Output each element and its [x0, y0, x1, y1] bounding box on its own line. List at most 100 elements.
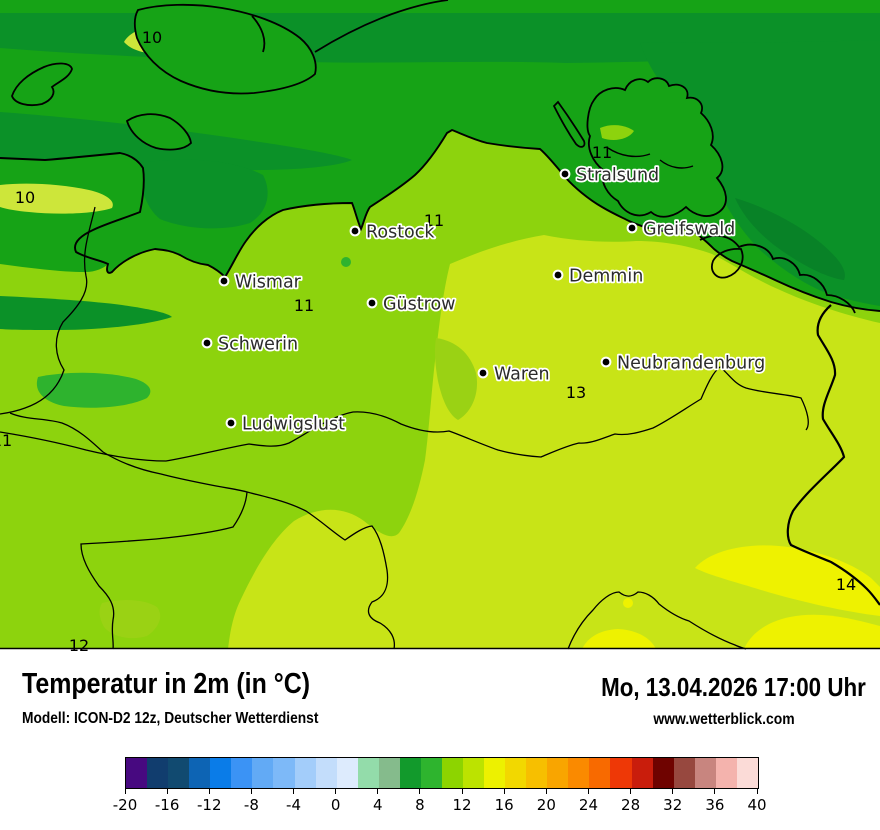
- color-scale-segment: [126, 758, 148, 788]
- city-label: Demmin: [569, 267, 643, 287]
- color-scale-segment: [631, 758, 653, 788]
- map-canvas: 10 11 10 11 11 13 11 14 12 Stralsund Greifswald Ro…: [0, 0, 880, 655]
- island-ruegen: [586, 77, 727, 218]
- island-big-north: [133, 3, 317, 95]
- temperature-map: 10 11 10 11 11 13 11 14 12 Stralsund Greifswald Ro…: [0, 0, 880, 655]
- city-dot: [628, 224, 636, 232]
- city-dot: [351, 227, 359, 235]
- coastline: [0, 128, 880, 312]
- axis-tick-label: 40: [747, 796, 767, 814]
- axis-tick: [587, 789, 589, 794]
- axis-tick: [714, 789, 716, 794]
- border-west: [0, 206, 96, 415]
- color-scale-segment: [147, 758, 169, 788]
- website-label: www.wetterblick.com: [653, 711, 795, 728]
- color-scale-segment: [168, 758, 190, 788]
- city-marker-demmin: Demmin: [552, 265, 645, 288]
- temp-value-label: 11: [424, 211, 444, 230]
- axis-tick: [672, 789, 674, 794]
- color-scale-segment: [231, 758, 253, 788]
- island-outlines: [11, 0, 856, 314]
- temp-value-label: 10: [15, 188, 35, 207]
- axis-tick: [293, 789, 295, 794]
- island-hiddensee: [552, 100, 586, 148]
- color-scale-segment: [189, 758, 211, 788]
- axis-tick: [756, 789, 758, 794]
- temp-value-label: 11: [294, 296, 314, 315]
- city-label: Wismar: [235, 273, 302, 293]
- axis-tick-label: -16: [154, 796, 180, 814]
- color-scale-segment: [420, 758, 442, 788]
- city-label: Rostock: [366, 223, 435, 243]
- city-markers: Stralsund Greifswald Rostock Demmin Wismar Gü…: [201, 164, 767, 436]
- city-dot: [554, 271, 562, 279]
- axis-tick-label: 28: [621, 796, 641, 814]
- city-marker-wismar: Wismar: [218, 271, 303, 294]
- sea-bay-patch: [139, 159, 268, 229]
- axis-tick: [545, 789, 547, 794]
- color-scale-segment: [505, 758, 527, 788]
- city-label: Greifswald: [643, 220, 735, 240]
- warm-spot-west: [0, 183, 113, 214]
- model-info: Modell: ICON-D2 12z, Deutscher Wetterdie…: [22, 710, 319, 727]
- axis-tick-label: 8: [415, 796, 425, 814]
- color-scale-segment: [484, 758, 506, 788]
- page-title: Temperatur in 2m (in °C): [22, 668, 311, 700]
- temp-value-label: 11: [0, 431, 12, 450]
- datetime-label: Mo, 13.04.2026 17:00 Uhr: [601, 672, 866, 702]
- ruegen-bay-line-2: [659, 159, 694, 169]
- color-scale-segment: [378, 758, 400, 788]
- city-marker-rostock: Rostock: [349, 221, 437, 244]
- usedom-lagoon: [711, 247, 744, 279]
- cool-blob-south: [99, 599, 161, 639]
- city-label: Schwerin: [218, 335, 298, 355]
- city-marker-schwerin: Schwerin: [201, 333, 300, 356]
- axis-tick: [419, 789, 421, 794]
- city-label: Neubrandenburg: [617, 354, 765, 374]
- axis-tick-label: 16: [494, 796, 514, 814]
- color-scale-segment: [210, 758, 232, 788]
- color-scale-segment: [526, 758, 548, 788]
- island-fehmarn: [125, 113, 192, 151]
- city-label: Waren: [494, 365, 550, 385]
- city-dot: [220, 277, 228, 285]
- color-scale-segment: [294, 758, 316, 788]
- color-scale-segment: [568, 758, 590, 788]
- axis-tick: [630, 789, 632, 794]
- color-scale-segment: [252, 758, 274, 788]
- axis-tick-label: -12: [197, 796, 222, 814]
- axis-tick-label: 12: [452, 796, 472, 814]
- color-scale-segment: [357, 758, 379, 788]
- axis-tick-label: 4: [373, 796, 383, 814]
- axis-tick: [377, 789, 379, 794]
- color-scale-segment: [673, 758, 695, 788]
- color-scale-segment: [736, 758, 758, 788]
- city-label: Güstrow: [383, 295, 455, 315]
- axis-tick: [250, 789, 252, 794]
- ruegen-bay-line-1: [607, 147, 651, 158]
- axis-tick-label: -8: [243, 796, 259, 814]
- color-scale-axis: -20 -16 -12 -8 -4 0 4 8 12 16 20 24 28 32 36 40: [113, 789, 767, 817]
- land-cool-band-west: [0, 296, 172, 330]
- temp-value-label: 12: [69, 636, 89, 655]
- color-scale-segment: [441, 758, 463, 788]
- color-scale-segment: [610, 758, 632, 788]
- island-inner-line: [251, 15, 266, 53]
- island-coast-north: [314, 0, 449, 53]
- axis-tick-label: 0: [330, 796, 341, 814]
- color-scale-segment: [547, 758, 569, 788]
- city-marker-stralsund: Stralsund: [559, 164, 661, 187]
- city-marker-waren: Waren: [477, 363, 551, 386]
- city-dot: [561, 170, 569, 178]
- border-south: [0, 366, 809, 462]
- cool-blob-southwest: [36, 372, 151, 408]
- cool-blob-small: [341, 257, 351, 267]
- temp-value-label: 10: [142, 28, 162, 47]
- axis-tick: [208, 789, 210, 794]
- city-dot: [368, 299, 376, 307]
- color-scale-segment: [399, 758, 421, 788]
- color-scale-segment: [273, 758, 295, 788]
- axis-tick-label: -20: [112, 796, 138, 814]
- temp-value-label: 13: [566, 383, 586, 402]
- border-east: [786, 304, 880, 606]
